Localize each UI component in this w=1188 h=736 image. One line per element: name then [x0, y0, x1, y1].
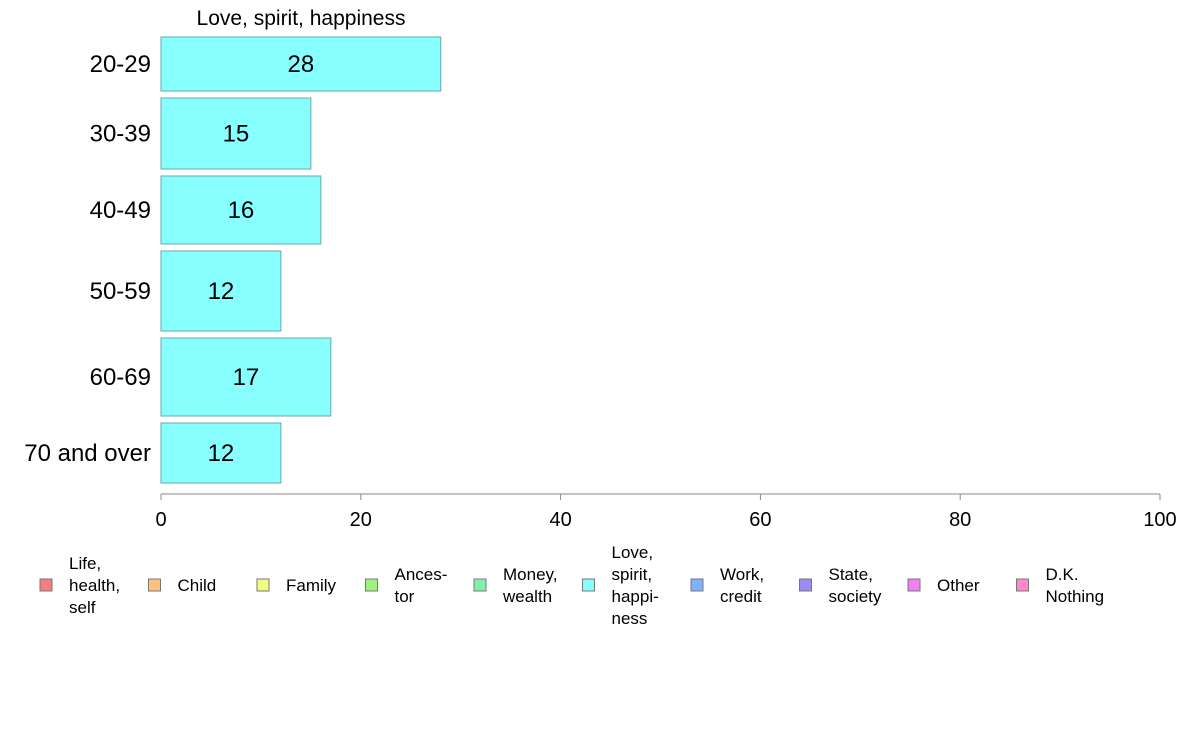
bar-value-label: 15 [223, 121, 250, 148]
bar-value-label: 17 [233, 364, 260, 391]
legend-label: tor [395, 587, 415, 606]
legend: Life, health, self Child Family Ances-tor Mone… [39, 543, 1105, 628]
legend-label: health, [69, 576, 120, 595]
bars-group: 28 20-29 15 30-39 16 40-49 12 50-59 17 60-69 12 70 … [24, 36, 442, 484]
legend-label: Family [286, 576, 337, 595]
legend-item: Love, spirit, happi-ness [582, 543, 659, 628]
category-label: 70 and over [24, 440, 151, 467]
legend-swatch [907, 578, 921, 592]
legend-item: Life, health, self [39, 554, 120, 617]
legend-swatch [690, 578, 704, 592]
legend-label: spirit, [612, 565, 653, 584]
legend-label: happi- [612, 587, 659, 606]
legend-swatch [799, 578, 812, 592]
legend-label: society [829, 587, 882, 606]
legend-label: Life, [69, 554, 101, 573]
x-tick-label: 60 [749, 509, 771, 531]
legend-swatch [256, 578, 270, 592]
legend-item: Ances-tor [365, 565, 448, 606]
bar-30-39 [160, 97, 312, 170]
legend-item: State, society [799, 565, 882, 606]
bar-60-69 [160, 337, 332, 417]
bar-20-29 [160, 36, 442, 92]
legend-label: Money, [503, 565, 558, 584]
legend-label: Love, [612, 543, 654, 562]
legend-swatch [1016, 578, 1029, 592]
legend-label: D.K. [1046, 565, 1079, 584]
legend-swatch [473, 578, 487, 592]
legend-swatch [582, 578, 595, 592]
legend-item: D.K. Nothing [1016, 565, 1105, 606]
legend-item: Child [148, 576, 217, 595]
legend-label: Work, [720, 565, 764, 584]
x-axis: 0 20 40 60 80 100 [155, 493, 1177, 531]
category-label: 50-59 [90, 278, 151, 305]
bar-50-59 [160, 250, 282, 332]
legend-label: Other [937, 576, 980, 595]
bar-70-and-over [160, 422, 282, 484]
legend-label: Nothing [1046, 587, 1105, 606]
legend-swatch [148, 578, 161, 592]
category-label: 20-29 [90, 51, 151, 78]
category-label: 60-69 [90, 364, 151, 391]
x-tick-label: 80 [949, 509, 971, 531]
legend-label: credit [720, 587, 762, 606]
bar-value-label: 28 [288, 51, 315, 78]
category-label: 40-49 [90, 197, 151, 224]
legend-swatch [365, 578, 378, 592]
legend-label: Ances- [395, 565, 448, 584]
category-label: 30-39 [90, 121, 151, 148]
x-tick-label: 0 [155, 509, 166, 531]
x-tick-label: 40 [549, 509, 571, 531]
legend-item: Other [907, 576, 980, 595]
x-tick-label: 100 [1143, 509, 1176, 531]
bar-value-label: 16 [228, 197, 255, 224]
legend-label: ness [612, 609, 648, 628]
legend-label: Child [178, 576, 217, 595]
bar-40-49 [160, 175, 322, 245]
legend-swatch [39, 578, 53, 592]
legend-label: wealth [502, 587, 552, 606]
legend-item: Work, credit [690, 565, 764, 606]
legend-item: Money, wealth [473, 565, 558, 606]
legend-label: State, [829, 565, 873, 584]
legend-item: Family [256, 576, 337, 595]
x-tick-label: 20 [350, 509, 372, 531]
legend-label: self [69, 598, 96, 617]
chart-title: Love, spirit, happiness [197, 7, 406, 30]
bar-value-label: 12 [208, 278, 235, 305]
bar-value-label: 12 [208, 440, 235, 467]
